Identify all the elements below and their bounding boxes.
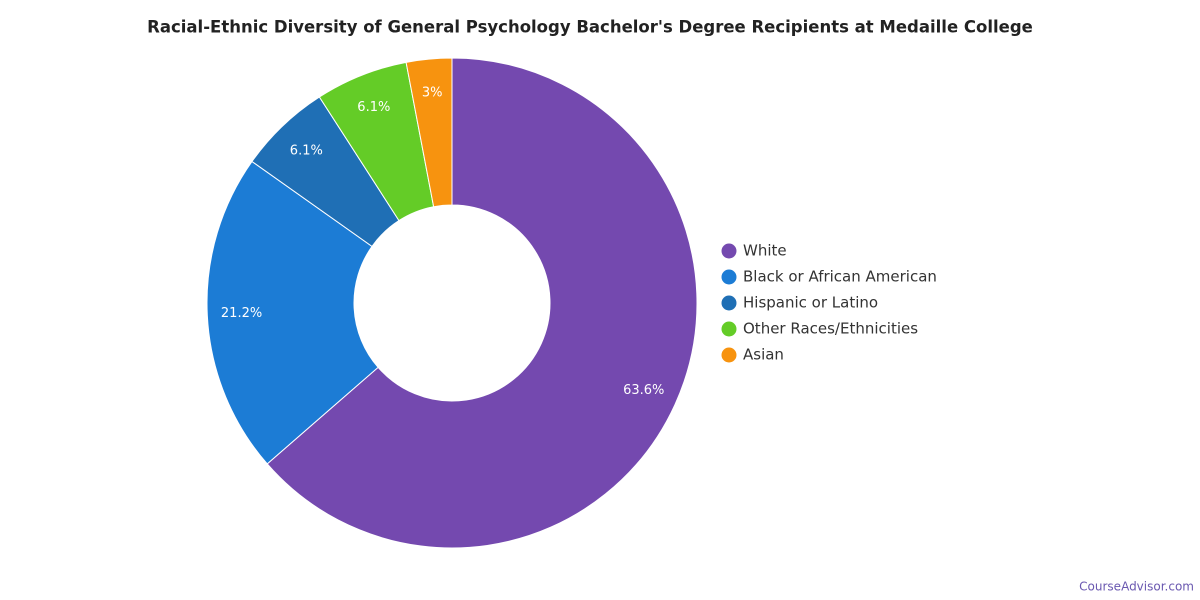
legend-marker (721, 347, 737, 363)
legend-label: Other Races/Ethnicities (743, 320, 918, 338)
slice-label: 3% (422, 86, 443, 101)
legend-label: Black or African American (743, 268, 937, 286)
slice-label: 6.1% (357, 100, 390, 115)
legend-marker (721, 321, 737, 337)
donut-slice (266, 57, 698, 549)
legend-label: White (743, 242, 787, 260)
slice-label: 6.1% (290, 143, 323, 158)
legend-marker (721, 243, 737, 259)
credit[interactable]: CourseAdvisor.com (1079, 580, 1194, 594)
legend-label: Asian (743, 346, 784, 364)
donut-slice (405, 57, 453, 208)
legend-marker (721, 269, 737, 285)
slice-label: 63.6% (623, 383, 664, 398)
chart-title: Racial-Ethnic Diversity of General Psych… (147, 18, 1033, 37)
donut-slice (206, 160, 379, 465)
legend-marker (721, 295, 737, 311)
slice-label: 21.2% (221, 306, 262, 321)
legend-label: Hispanic or Latino (743, 294, 878, 312)
